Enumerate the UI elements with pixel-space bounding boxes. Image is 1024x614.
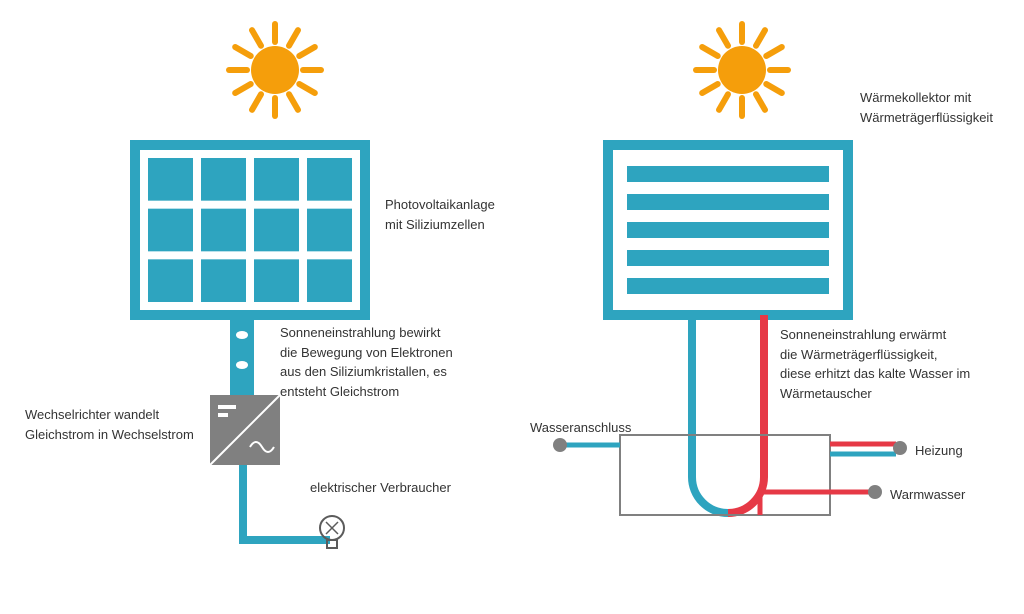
label-consumer: elektrischer Verbraucher — [310, 478, 490, 498]
label-pv-desc: Sonneneinstrahlung bewirkt die Bewegung … — [280, 323, 490, 401]
label-heating: Heizung — [915, 441, 995, 461]
label-collector: Wärmekollektor mit Wärmeträgerflüssigkei… — [860, 88, 1020, 127]
label-pv-panel: Photovoltaikanlage mit Siliziumzellen — [385, 195, 565, 234]
label-thermal-desc: Sonneneinstrahlung erwärmt die Wärmeträg… — [780, 325, 1000, 403]
label-warmwater: Warmwasser — [890, 485, 990, 505]
label-water-in: Wasseranschluss — [530, 418, 650, 438]
label-inverter: Wechselrichter wandelt Gleichstrom in We… — [25, 405, 210, 444]
